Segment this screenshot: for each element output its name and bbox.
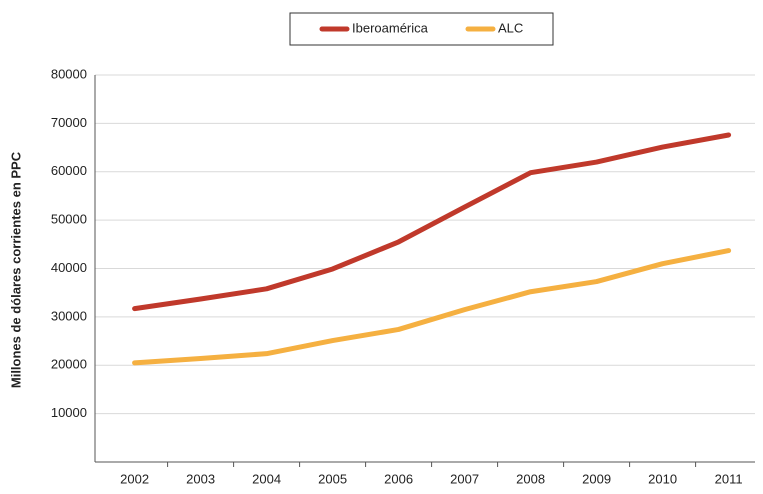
y-tick-label: 80000 — [51, 66, 87, 81]
y-tick-label: 10000 — [51, 405, 87, 420]
y-tick-label: 20000 — [51, 357, 87, 372]
x-tick-label: 2006 — [384, 471, 413, 486]
legend-label: ALC — [498, 20, 523, 35]
y-axis-label: Millones de dólares corrientes en PPC — [8, 151, 23, 388]
y-tick-label: 40000 — [51, 260, 87, 275]
y-tick-label: 30000 — [51, 308, 87, 323]
x-tick-label: 2002 — [120, 471, 149, 486]
x-tick-label: 2005 — [318, 471, 347, 486]
line-series — [132, 248, 732, 366]
x-tick-label: 2007 — [450, 471, 479, 486]
y-tick-label: 50000 — [51, 212, 87, 227]
y-tick-label: 60000 — [51, 163, 87, 178]
x-tick-label: 2011 — [715, 471, 743, 486]
y-tick-label: 70000 — [51, 115, 87, 130]
x-tick-label: 2008 — [516, 471, 545, 486]
x-tick-label: 2010 — [648, 471, 677, 486]
legend-label: Iberoamérica — [352, 20, 429, 35]
x-tick-label: 2003 — [186, 471, 215, 486]
x-tick-label: 2004 — [252, 471, 281, 486]
line-series — [132, 132, 732, 312]
x-tick-label: 2009 — [582, 471, 611, 486]
